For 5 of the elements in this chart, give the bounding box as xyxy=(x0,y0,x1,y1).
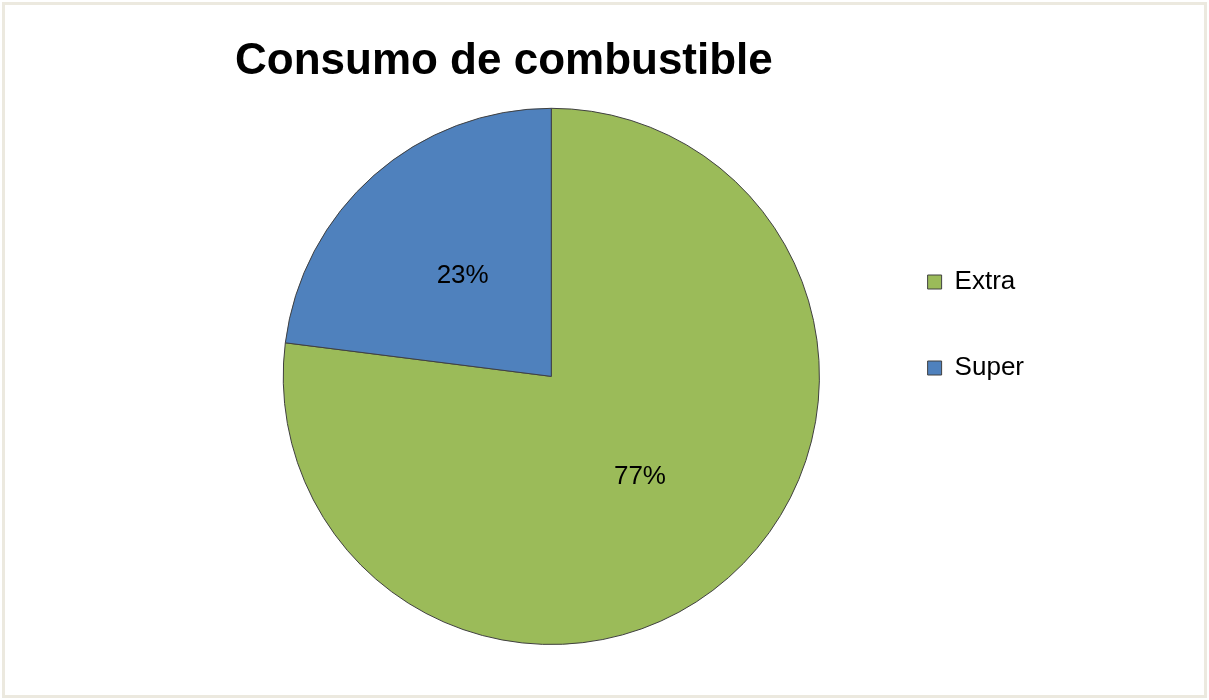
data-label: 77% xyxy=(613,460,666,491)
legend-label: Super xyxy=(954,351,1025,382)
legend-label: Extra xyxy=(954,265,1016,296)
data-label: 23% xyxy=(436,259,489,290)
chart-title: Consumo de combustible xyxy=(235,33,773,83)
